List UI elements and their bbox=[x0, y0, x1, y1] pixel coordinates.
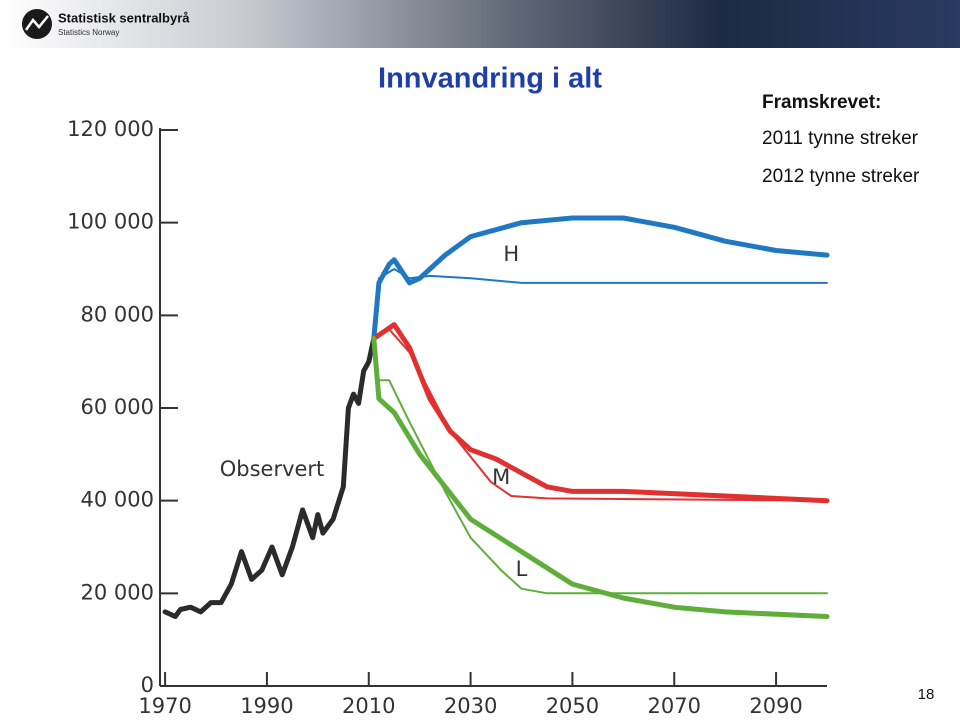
x-tick-label: 2050 bbox=[546, 694, 599, 718]
y-tick-label: 60 000 bbox=[81, 395, 154, 419]
y-tick-label: 100 000 bbox=[67, 210, 154, 234]
logo-subtitle: Statistics Norway bbox=[58, 28, 119, 37]
note: 2012 tynne streker bbox=[762, 166, 920, 187]
x-tick-label: 2070 bbox=[648, 694, 701, 718]
x-tick-label: 2090 bbox=[749, 694, 802, 718]
series-line bbox=[371, 215, 830, 341]
x-tick-label: 2030 bbox=[444, 694, 497, 718]
logo-mark bbox=[24, 15, 49, 31]
x-tick-label: 2010 bbox=[342, 694, 395, 718]
annotation: L bbox=[516, 557, 528, 581]
series-line bbox=[371, 336, 830, 619]
y-tick-label: 40 000 bbox=[81, 488, 154, 512]
x-tick-label: 1990 bbox=[240, 694, 293, 718]
plot: 0 20 000 40 000 60 000 80 000 100 000 120 000 1… bbox=[67, 117, 830, 718]
banner bbox=[0, 0, 960, 48]
annotation: M bbox=[492, 465, 510, 489]
y-tick-label: 0 bbox=[141, 673, 154, 697]
series-line bbox=[372, 268, 828, 340]
y-tick-label: 120 000 bbox=[67, 117, 154, 141]
y-tick-label: 20 000 bbox=[81, 580, 154, 604]
series-line bbox=[372, 328, 828, 502]
y-tick-label: 80 000 bbox=[81, 302, 154, 326]
title: Innvandring i alt bbox=[378, 63, 602, 95]
series-line bbox=[371, 322, 830, 504]
annotation: H bbox=[503, 242, 519, 266]
note: 2011 tynne streker bbox=[762, 128, 919, 149]
annotation: Observert bbox=[220, 457, 325, 481]
x-tick-label: 1970 bbox=[138, 694, 191, 718]
page-number: 18 bbox=[918, 686, 935, 703]
note-title: Framskrevet: bbox=[762, 92, 881, 113]
series-line bbox=[162, 336, 377, 619]
series-line bbox=[372, 351, 828, 595]
logo-title: Statistisk sentralbyrå bbox=[58, 10, 190, 25]
